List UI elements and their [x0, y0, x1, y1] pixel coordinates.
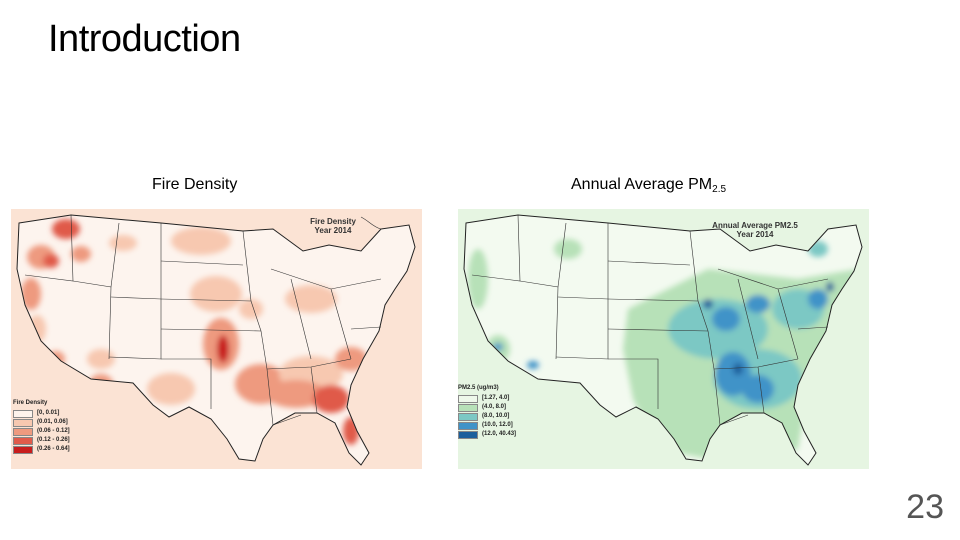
pm25-legend-title: PM2.5 (ug/m3) [458, 385, 499, 391]
pm25-legend-swatch [458, 430, 478, 439]
fire-legend-item: (0.26 - 0.64] [13, 445, 70, 454]
pm25-legend-item: (12.0, 40.43] [458, 430, 516, 439]
pm25-map-graphic [458, 209, 869, 469]
pm25-caption-main: Annual Average PM [571, 176, 713, 193]
fire-map-title: Fire Density Year 2014 [303, 217, 363, 235]
pm25-legend-swatch [458, 403, 478, 412]
fire-density-map-graphic [11, 209, 422, 469]
pm25-legend-swatch [458, 421, 478, 430]
fire-legend-swatch [13, 436, 33, 445]
pm25-legend-swatch [458, 412, 478, 421]
fire-density-legend: Fire Density [0, 0.01] (0.01, 0.06] (0.0… [13, 400, 70, 454]
fire-legend-item: (0.01, 0.06] [13, 418, 70, 427]
page-number: 23 [906, 488, 944, 526]
slide-title: Introduction [48, 18, 241, 60]
fire-legend-swatch [13, 427, 33, 436]
fire-legend-label: (0.01, 0.06] [37, 419, 68, 425]
pm25-caption: Annual Average PM2.5 [571, 176, 726, 195]
fire-legend-swatch [13, 445, 33, 454]
fire-legend-label: (0.26 - 0.64] [37, 446, 70, 452]
fire-legend-swatch [13, 409, 33, 418]
pm25-legend-label: [1.27, 4.0] [482, 395, 510, 401]
pm25-caption-subscript: 2.5 [712, 184, 727, 195]
pm25-legend-label: (4.0, 8.0] [482, 404, 507, 410]
fire-density-map: Fire Density Year 2014 Fire Density [0, … [11, 209, 422, 469]
pm25-map-title: Annual Average PM2.5 Year 2014 [706, 221, 804, 239]
fire-legend-swatch [13, 418, 33, 427]
fire-legend-label: (0.06 - 0.12] [37, 428, 70, 434]
pm25-legend-swatch [458, 394, 478, 403]
fire-legend-item: (0.06 - 0.12] [13, 427, 70, 436]
fire-legend-item: (0.12 - 0.26] [13, 436, 70, 445]
pm25-legend: PM2.5 (ug/m3) [1.27, 4.0] (4.0, 8.0] (8.… [458, 385, 516, 439]
pm25-legend-label: (10.0, 12.0] [482, 422, 513, 428]
fire-density-caption: Fire Density [152, 176, 238, 193]
pm25-map-title-line1: Annual Average PM2.5 [712, 221, 798, 230]
pm25-legend-label: (8.0, 10.0] [482, 413, 510, 419]
fire-map-title-line2: Year 2014 [314, 226, 352, 235]
fire-legend-item: [0, 0.01] [13, 409, 70, 418]
fire-map-title-line1: Fire Density [310, 217, 356, 226]
pm25-legend-item: (8.0, 10.0] [458, 412, 516, 421]
pm25-legend-item: (4.0, 8.0] [458, 403, 516, 412]
pm25-legend-label: (12.0, 40.43] [482, 431, 517, 437]
fire-legend-label: [0, 0.01] [37, 410, 60, 416]
fire-legend-title: Fire Density [13, 400, 48, 406]
pm25-legend-item: (10.0, 12.0] [458, 421, 516, 430]
fire-legend-label: (0.12 - 0.26] [37, 437, 70, 443]
pm25-map: Annual Average PM2.5 Year 2014 PM2.5 (ug… [458, 209, 869, 469]
pm25-map-title-line2: Year 2014 [736, 230, 774, 239]
pm25-legend-item: [1.27, 4.0] [458, 394, 516, 403]
